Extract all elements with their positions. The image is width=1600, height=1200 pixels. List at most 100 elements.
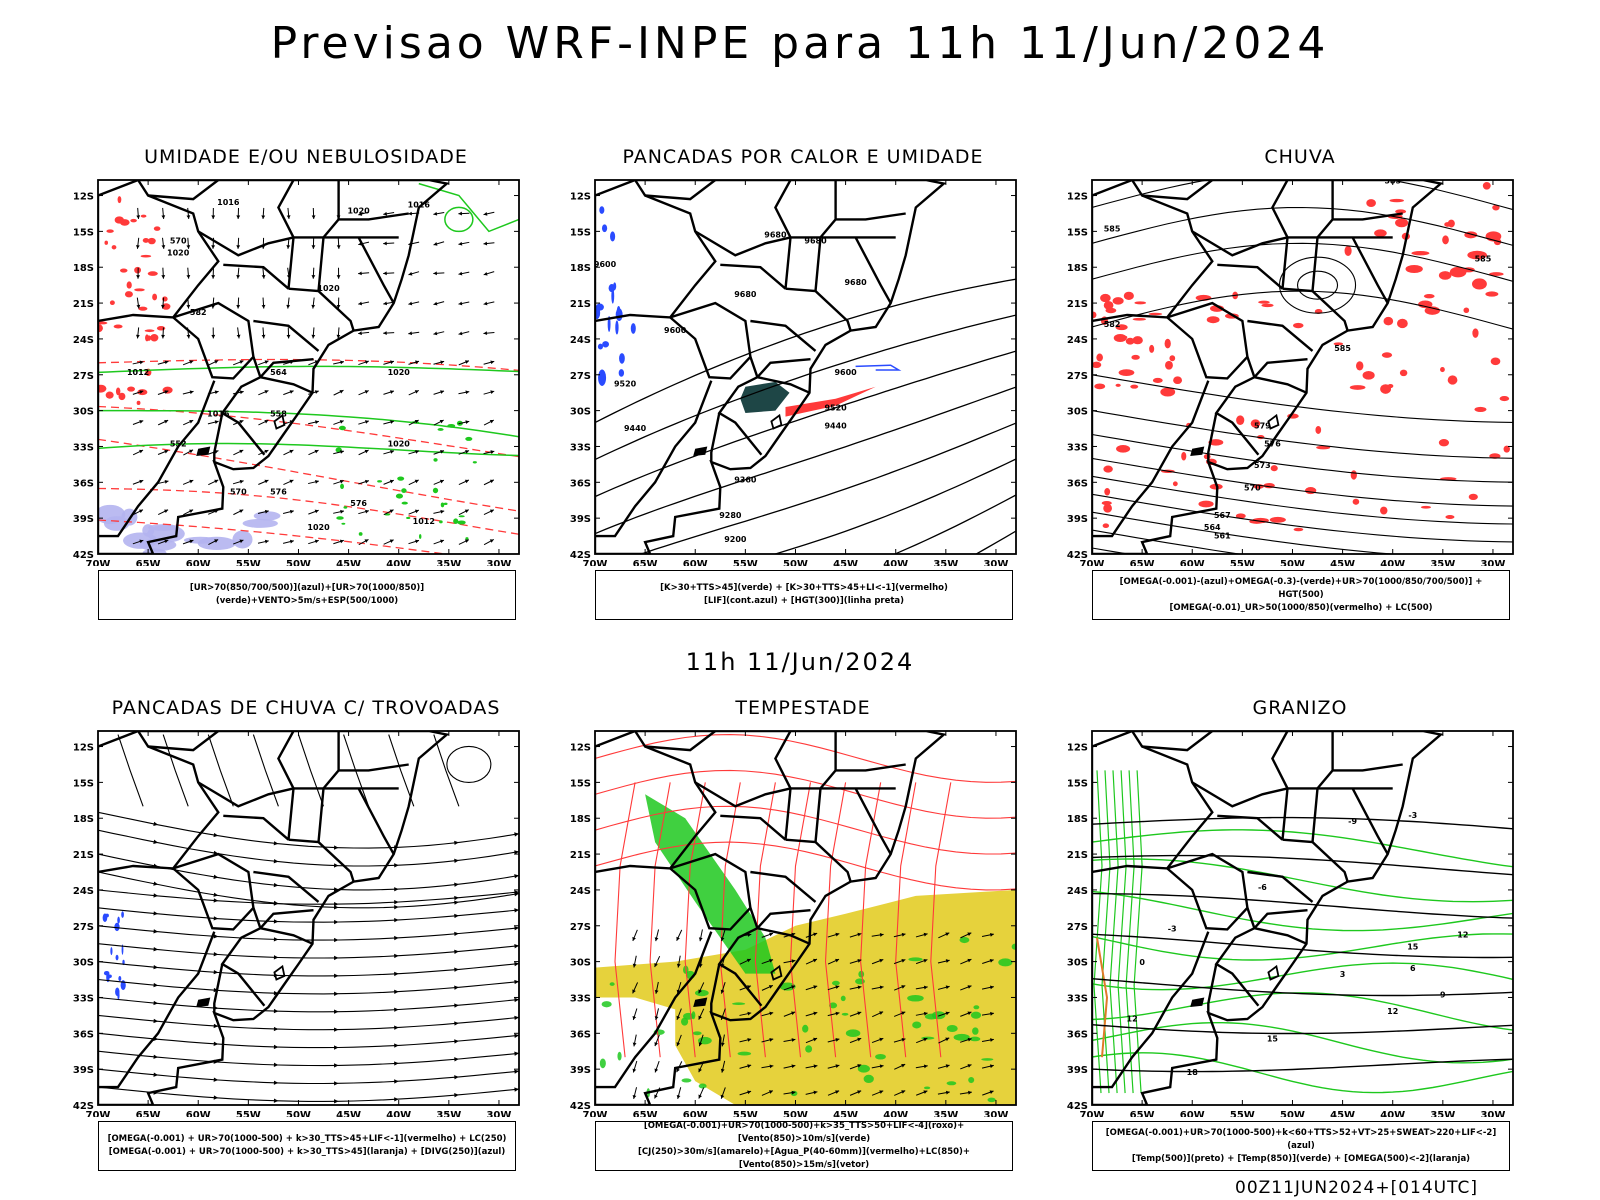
wind-vector-head (857, 1011, 862, 1016)
wind-vector-head (211, 215, 216, 219)
wind-vector-head (186, 245, 191, 249)
shaded-area (1468, 493, 1478, 501)
contour-label: 9680 (764, 230, 787, 239)
wind-vector-head (239, 449, 244, 454)
shaded-area (1208, 439, 1224, 446)
wind-vector-head (261, 274, 266, 279)
shaded-area (845, 1029, 861, 1037)
contour-label: 9280 (719, 511, 742, 520)
shaded-area (1485, 291, 1499, 297)
state-border (197, 781, 294, 808)
forecast-time-subtitle: 11h 11/Jun/2024 (685, 648, 915, 676)
streamline-arrow (334, 1045, 339, 1050)
contour-line (98, 487, 519, 535)
wind-vector-head (632, 1015, 637, 1020)
lon-tick-label: 35W (436, 1110, 461, 1117)
wind-vector-head (211, 245, 216, 249)
shaded-area (1165, 360, 1173, 370)
wind-vector-head (433, 331, 438, 336)
contour-label: 1020 (317, 284, 340, 293)
streamline-arrow (153, 1054, 159, 1059)
lon-tick-label: 70W (583, 559, 608, 566)
shaded-area (912, 1021, 922, 1029)
wind-vector-head (483, 212, 488, 216)
streamline-arrow (514, 1015, 519, 1021)
shaded-area (338, 425, 346, 431)
shaded-area (998, 958, 1013, 967)
shaded-area (1316, 445, 1331, 450)
contour-label: 9520 (614, 380, 637, 389)
wind-vector-head (261, 304, 266, 309)
lake (1190, 997, 1205, 1007)
shaded-area (598, 369, 607, 386)
lat-tick-label: 18S (570, 814, 591, 825)
lat-tick-label: 30S (570, 958, 591, 969)
lat-tick-label: 39S (1067, 514, 1088, 525)
shaded-area (105, 391, 114, 399)
lon-tick-label: 65W (1130, 559, 1155, 566)
state-border (223, 263, 290, 290)
shaded-area (1405, 264, 1423, 274)
legend-box: [K>30+TTS>45](verde) + [K>30+TTS>45+LI<-… (595, 570, 1013, 620)
lat-tick-label: 42S (1067, 550, 1088, 561)
lake (1267, 964, 1280, 981)
lon-tick-label: 50W (783, 559, 808, 566)
streamline-arrow (273, 882, 279, 888)
streamline-arrow (514, 874, 519, 879)
wind-vector-head (967, 932, 972, 937)
wind-vector-head (236, 274, 241, 279)
lat-tick-label: 15S (1067, 227, 1088, 238)
legend-box: [OMEGA(-0.001)-(azul)+OMEGA(-0.3)-(verde… (1092, 570, 1510, 620)
shaded-area (1125, 337, 1135, 345)
wind-vector-head (945, 1064, 950, 1068)
lat-tick-label: 27S (1067, 922, 1088, 933)
lon-tick-label: 60W (683, 559, 708, 566)
streamline-arrow (454, 895, 459, 901)
contour-line (1092, 854, 1513, 876)
shaded-area (969, 1036, 981, 1042)
wind-vector-head (464, 509, 469, 513)
state-border (223, 814, 290, 841)
contour-label: 576 (1264, 439, 1281, 448)
streamline-arrow (454, 1021, 459, 1026)
state-border (1092, 380, 1210, 538)
wind-vector-head (289, 449, 294, 454)
wind-vector-head (139, 360, 144, 365)
wind-vector-head (464, 539, 469, 543)
legend-line: [OMEGA(-0.001)+UR>70(1000-500)+k>35_TTS>… (643, 1121, 965, 1144)
lon-tick-label: 35W (436, 559, 461, 566)
shaded-area (253, 511, 281, 521)
streamline-arrow (334, 1009, 339, 1014)
wind-vector-head (189, 509, 194, 513)
lat-tick-label: 12S (1067, 743, 1088, 754)
shaded-area (1132, 336, 1143, 345)
wind-vector-head (139, 479, 144, 484)
lon-tick-label: 40W (386, 1110, 411, 1117)
wind-vector-head (791, 985, 796, 989)
main-title: Previsao WRF-INPE para 11h 11/Jun/2024 (270, 18, 1330, 69)
contour-line (1117, 770, 1127, 1094)
shaded-area (335, 447, 342, 453)
wind-vector-head (239, 539, 244, 544)
streamline (895, 782, 917, 1058)
legend-box: [OMEGA(-0.001)+UR>70(1000-500)+k>35_TTS>… (595, 1121, 1013, 1171)
wind-vector-head (340, 450, 344, 454)
shaded-area (121, 911, 124, 918)
streamline-arrow (273, 1098, 279, 1103)
shaded-area (1447, 375, 1458, 385)
lon-tick-label: 35W (933, 1110, 958, 1117)
state-border (197, 230, 294, 257)
wind-vector-head (289, 509, 294, 514)
contour-label: 570 (1244, 484, 1261, 493)
shaded-area (1492, 204, 1500, 211)
streamline (98, 1032, 519, 1049)
streamline-arrow (213, 892, 219, 897)
state-border (1191, 230, 1288, 257)
shaded-area (1131, 354, 1140, 360)
wind-vector-head (314, 390, 319, 394)
streamline-arrow (273, 841, 279, 846)
wind-vector-head (315, 479, 319, 484)
lon-tick-label: 50W (286, 1110, 311, 1117)
lon-tick-label: 40W (386, 559, 411, 566)
